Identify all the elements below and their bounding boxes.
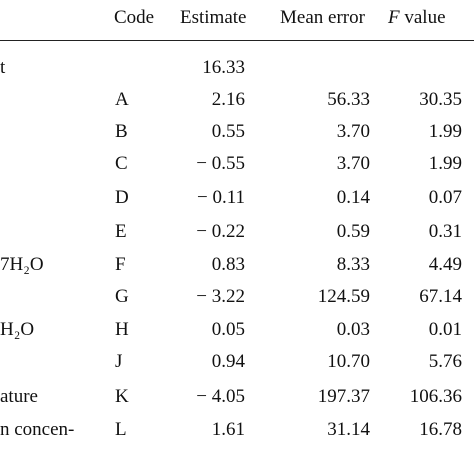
- f-value-cell: 0.01: [428, 319, 462, 340]
- mean-error-cell: 124.59: [317, 286, 370, 307]
- estimate-cell: − 0.11: [196, 187, 245, 208]
- f-value-cell: 67.14: [419, 286, 462, 307]
- mean-error-cell: 0.59: [336, 221, 370, 242]
- estimate-cell: 0.55: [211, 121, 245, 142]
- label-cell: 7H₂O: [0, 254, 44, 275]
- code-cell: D: [115, 187, 129, 208]
- f-value-cell: 1.99: [428, 121, 462, 142]
- code-cell: A: [115, 89, 129, 110]
- estimate-cell: 0.94: [211, 351, 245, 372]
- f-value-cell: 30.35: [419, 89, 462, 110]
- header-cell: Code: [114, 7, 155, 28]
- code-cell: E: [115, 221, 127, 242]
- mean-error-cell: 56.33: [327, 89, 370, 110]
- code-cell: K: [115, 386, 129, 407]
- estimate-cell: 2.16: [211, 89, 245, 110]
- mean-error-cell: 197.37: [317, 386, 370, 407]
- f-value-cell: 5.76: [428, 351, 462, 372]
- mean-error-cell: 0.03: [336, 319, 370, 340]
- mean-error-cell: 3.70: [336, 153, 370, 174]
- label-cell: n concen-: [0, 419, 75, 440]
- f-value-cell: 16.78: [419, 419, 462, 440]
- code-cell: F: [115, 254, 126, 275]
- estimate-cell: 0.05: [211, 319, 245, 340]
- estimate-cell: − 3.22: [196, 286, 245, 307]
- label-cell: H₂O: [0, 319, 35, 340]
- header-cell: Estimate: [180, 7, 247, 28]
- mean-error-cell: 10.70: [327, 351, 370, 372]
- mean-error-cell: 31.14: [327, 419, 370, 440]
- header-cell: Mean error: [280, 7, 365, 28]
- estimate-cell: − 0.55: [196, 153, 245, 174]
- code-cell: L: [115, 419, 127, 440]
- f-value-cell: 1.99: [428, 153, 462, 174]
- estimate-cell: 16.33: [202, 57, 245, 78]
- code-cell: C: [115, 153, 128, 174]
- header-symbol: F: [388, 7, 400, 28]
- label-cell: ature: [0, 386, 38, 407]
- estimate-cell: 1.61: [211, 419, 245, 440]
- f-value-cell: 106.36: [409, 386, 462, 407]
- header-text: value: [404, 7, 446, 28]
- mean-error-cell: 3.70: [336, 121, 370, 142]
- header-cell: F value: [388, 7, 446, 29]
- estimate-cell: − 4.05: [196, 386, 245, 407]
- label-cell: t: [0, 57, 6, 78]
- code-cell: J: [115, 351, 123, 372]
- f-value-cell: 4.49: [428, 254, 462, 275]
- mean-error-cell: 8.33: [336, 254, 370, 275]
- code-cell: B: [115, 121, 128, 142]
- estimate-cell: 0.83: [211, 254, 245, 275]
- code-cell: H: [115, 319, 129, 340]
- mean-error-cell: 0.14: [336, 187, 370, 208]
- estimate-cell: − 0.22: [196, 221, 245, 242]
- header-rule: [0, 40, 474, 41]
- f-value-cell: 0.31: [428, 221, 462, 242]
- code-cell: G: [115, 286, 129, 307]
- f-value-cell: 0.07: [428, 187, 462, 208]
